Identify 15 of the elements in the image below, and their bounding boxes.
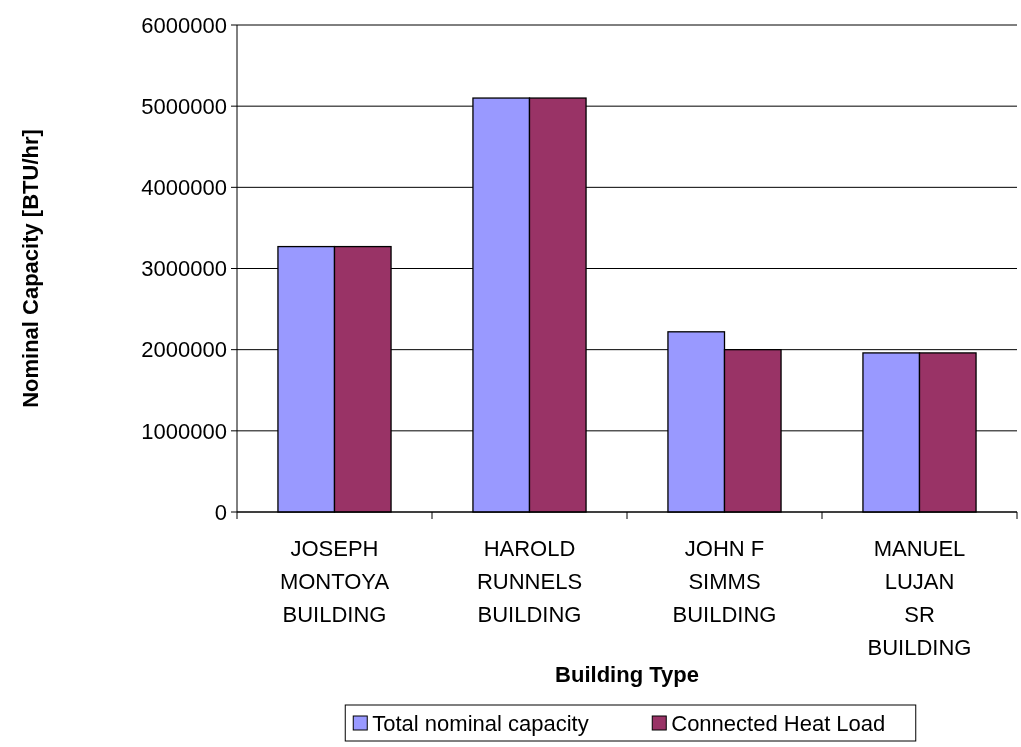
x-axis-title: Building Type <box>555 662 699 687</box>
x-tick-label: MANUEL LUJAN SR BUILDING <box>867 536 972 660</box>
x-tick-label: JOSEPH MONTOYA BUILDING <box>279 536 390 627</box>
y-tick-label: 0 <box>214 499 227 525</box>
legend-label: Connected Heat Load <box>671 710 886 736</box>
y-tick-label: 2000000 <box>141 337 227 363</box>
legend-label: Total nominal capacity <box>372 710 589 736</box>
x-tick-label: JOHN F SIMMS BUILDING <box>672 536 777 627</box>
y-tick-label: 1000000 <box>141 418 227 444</box>
y-tick-label: 6000000 <box>141 12 227 38</box>
y-tick-label: 4000000 <box>141 175 227 201</box>
y-tick-label: 3000000 <box>141 256 227 282</box>
x-tick-label: HAROLD RUNNELS BUILDING <box>476 536 583 627</box>
y-tick-label: 5000000 <box>141 93 227 119</box>
y-axis-title: Nominal Capacity [BTU/hr] <box>18 129 43 408</box>
